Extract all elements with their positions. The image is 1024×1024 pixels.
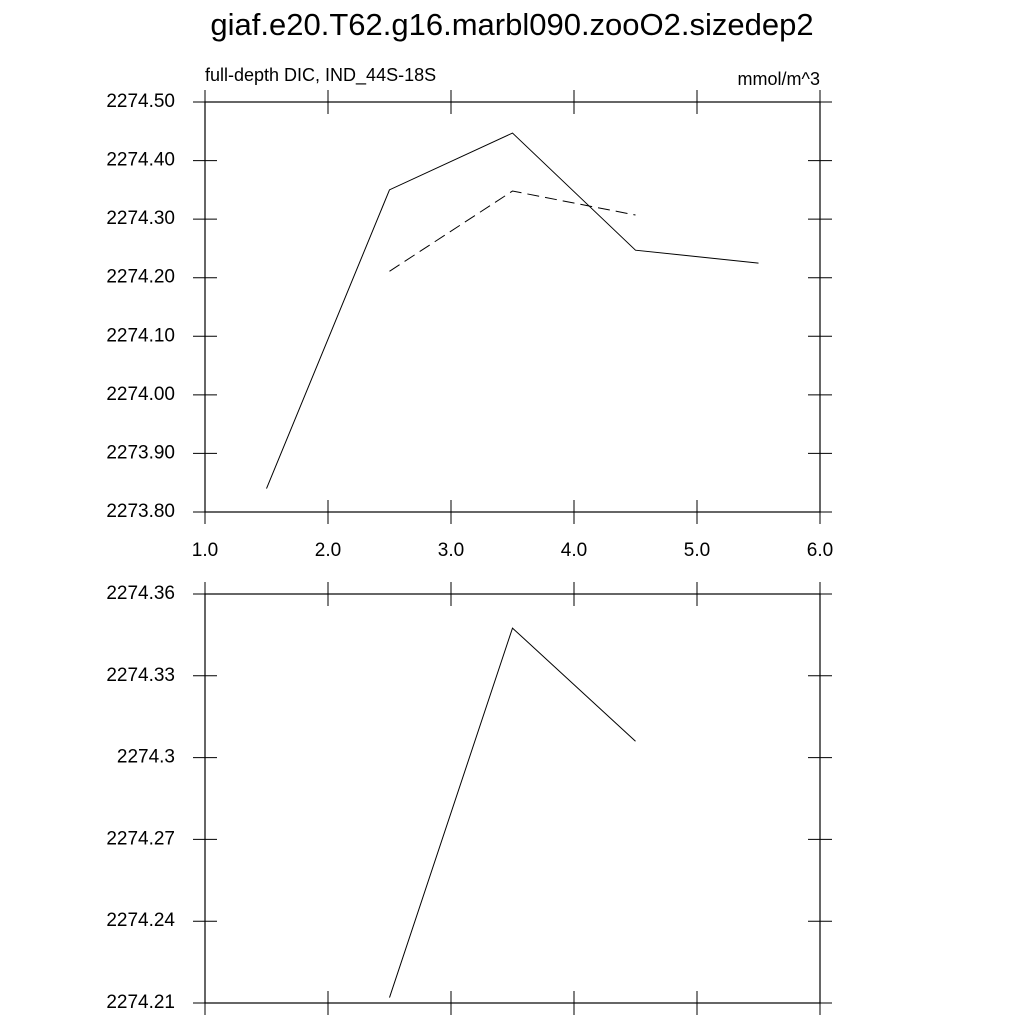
y-tick-label: 2274.24 xyxy=(106,910,175,931)
y-tick-label: 2274.27 xyxy=(106,828,175,849)
y-tick-label: 2274.10 xyxy=(106,325,175,346)
y-tick-label: 2274.21 xyxy=(106,992,175,1013)
chart-title: giaf.e20.T62.g16.marbl090.zooO2.sizedep2 xyxy=(210,7,813,42)
subtitle-left: full-depth DIC, IND_44S-18S xyxy=(205,65,436,86)
y-tick-label: 2274.40 xyxy=(106,150,175,171)
x-tick-label: 1.0 xyxy=(192,540,218,561)
y-tick-label: 2274.33 xyxy=(106,665,175,686)
y-tick-label: 2273.90 xyxy=(106,442,175,463)
y-tick-label: 2274.50 xyxy=(106,91,175,112)
y-tick-label: 2274.20 xyxy=(106,267,175,288)
x-tick-label: 5.0 xyxy=(684,540,710,561)
y-tick-label: 2274.00 xyxy=(106,384,175,405)
subtitle-right: mmol/m^3 xyxy=(738,69,820,89)
y-tick-label: 2274.36 xyxy=(106,583,175,604)
x-tick-label: 3.0 xyxy=(438,540,464,561)
plot-frame xyxy=(204,593,821,1004)
data-line xyxy=(389,190,636,272)
y-tick-label: 2274.3 xyxy=(117,747,175,768)
plot-frame xyxy=(204,101,821,513)
x-tick-label: 4.0 xyxy=(561,540,587,561)
y-tick-label: 2274.30 xyxy=(106,208,175,229)
x-tick-label: 2.0 xyxy=(315,540,341,561)
y-tick-label: 2273.80 xyxy=(106,501,175,522)
data-line xyxy=(389,627,636,998)
data-line xyxy=(266,132,759,489)
x-tick-label: 6.0 xyxy=(807,540,833,561)
